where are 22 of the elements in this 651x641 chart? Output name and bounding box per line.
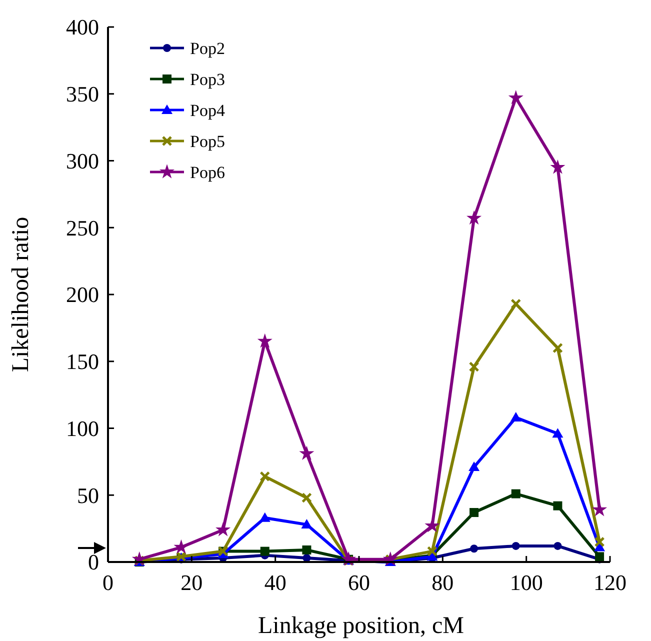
x-tick-label: 120 <box>594 570 626 595</box>
y-tick-label: 100 <box>66 416 99 441</box>
y-tick-label: 200 <box>66 282 99 308</box>
y-tick-label: 250 <box>66 215 99 240</box>
x-tick-label: 80 <box>432 570 454 595</box>
y-tick-label: 400 <box>66 14 99 40</box>
legend-label: Pop3 <box>190 70 225 89</box>
y-tick-label: 350 <box>66 82 99 107</box>
legend-label: Pop2 <box>190 38 225 58</box>
x-tick-label: 20 <box>180 570 203 595</box>
y-tick-label: 150 <box>66 349 99 374</box>
x-axis-title: Linkage position, cM <box>258 613 464 639</box>
legend-label: Pop6 <box>190 162 225 182</box>
y-tick-label: 0 <box>88 550 99 575</box>
legend-label: Pop5 <box>190 132 225 151</box>
legend-label: Pop4 <box>190 100 226 120</box>
y-axis-title: Likelihood ratio <box>8 216 34 372</box>
x-tick-label: 100 <box>510 570 543 595</box>
y-tick-label: 50 <box>77 482 99 508</box>
x-tick-label: 40 <box>264 570 286 595</box>
x-tick-label: 60 <box>348 570 370 595</box>
y-tick-label: 300 <box>66 148 99 174</box>
